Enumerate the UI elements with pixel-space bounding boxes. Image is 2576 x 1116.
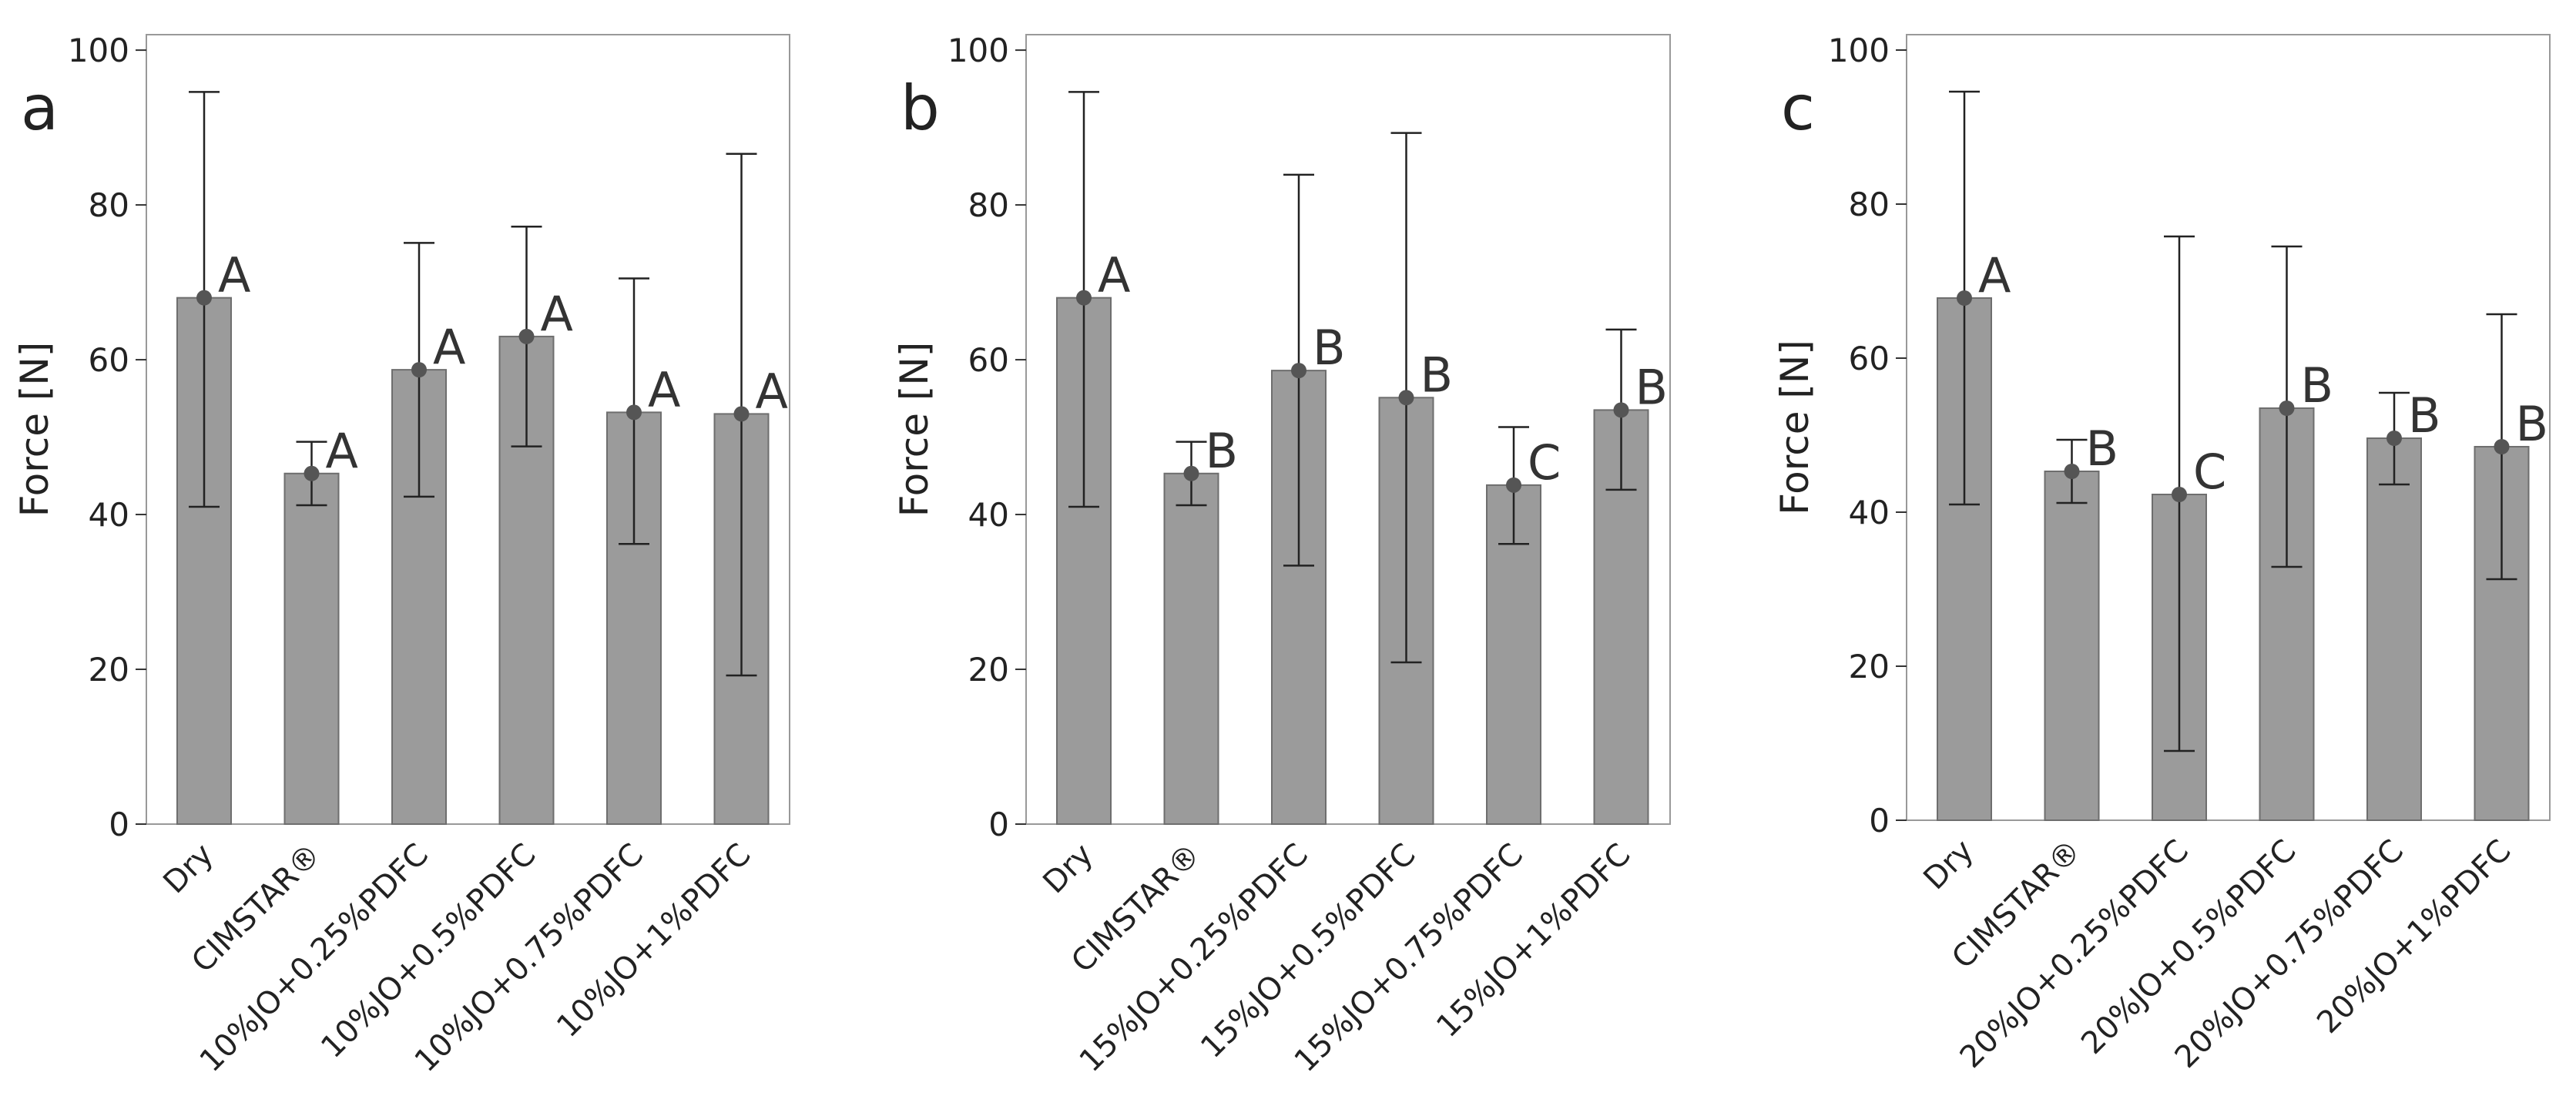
y-tick-label: 60 — [968, 341, 1009, 379]
y-tick-label: 60 — [89, 341, 129, 379]
y-tick-label: 80 — [968, 186, 1009, 224]
panel-label: c — [1781, 72, 1815, 144]
group-letter: A — [433, 319, 465, 375]
group-letter: B — [2086, 421, 2119, 477]
bar[interactable] — [2366, 437, 2422, 821]
group-letter: A — [1978, 247, 2011, 303]
mean-point[interactable] — [1076, 290, 1092, 306]
mean-point[interactable] — [626, 404, 642, 421]
mean-point[interactable] — [2279, 400, 2295, 416]
mean-point[interactable] — [411, 362, 427, 378]
y-tick-label: 40 — [1849, 494, 1890, 531]
x-tick-label: 10%JO+1%PDFC — [550, 837, 757, 1044]
group-letter: A — [218, 247, 250, 303]
group-letter: A — [648, 361, 680, 417]
y-axis-title: Force [N] — [892, 342, 937, 518]
y-tick-label: 60 — [1849, 340, 1890, 377]
x-tick-label: 15%JO+0.5%PDFC — [1194, 837, 1422, 1065]
y-tick-label: 0 — [109, 806, 129, 843]
y-axis-title: Force [N] — [1773, 340, 1817, 515]
x-tick-label: 20%JO+0.5%PDFC — [2075, 833, 2303, 1061]
mean-point[interactable] — [1291, 363, 1306, 379]
group-letter: B — [1635, 359, 1669, 415]
x-tick-label: Dry — [156, 837, 220, 901]
panel-label: b — [901, 72, 940, 144]
plot-frame — [146, 34, 790, 825]
y-tick-label: 20 — [89, 651, 129, 689]
mean-point[interactable] — [1957, 290, 1972, 306]
bar[interactable] — [2044, 471, 2100, 821]
mean-point[interactable] — [1183, 465, 1199, 481]
group-letter: B — [1313, 320, 1346, 376]
y-tick-label: 100 — [1828, 32, 1890, 69]
x-tick-label: Dry — [1036, 837, 1100, 901]
bar[interactable] — [1163, 472, 1219, 825]
group-letter: B — [1420, 347, 1454, 403]
x-tick-label: 10%JO+0.5%PDFC — [314, 837, 542, 1065]
y-tick-label: 40 — [89, 496, 129, 534]
y-tick-label: 100 — [68, 32, 129, 69]
mean-point[interactable] — [2494, 439, 2510, 454]
y-axis-title: Force [N] — [12, 342, 57, 518]
group-letter: C — [1528, 434, 1561, 491]
group-letter: B — [1206, 423, 1239, 479]
y-tick-label: 40 — [968, 496, 1009, 534]
mean-point[interactable] — [304, 465, 320, 481]
mean-point[interactable] — [733, 406, 750, 422]
plot-frame — [1025, 34, 1671, 825]
plot-frame — [1906, 34, 2551, 821]
y-tick-label: 0 — [1869, 802, 1890, 840]
group-letter: A — [756, 363, 788, 419]
y-tick-label: 0 — [988, 806, 1009, 843]
x-tick-label: 15%JO+1%PDFC — [1430, 837, 1637, 1044]
y-tick-label: 80 — [1849, 186, 1890, 223]
mean-point[interactable] — [518, 328, 535, 344]
panel-label: a — [21, 72, 59, 144]
y-tick-label: 80 — [89, 186, 129, 224]
mean-point[interactable] — [2386, 431, 2402, 446]
x-tick-label: Dry — [1917, 833, 1981, 897]
mean-point[interactable] — [1398, 390, 1414, 406]
group-letter: A — [541, 286, 573, 342]
group-letter: B — [2516, 396, 2549, 452]
group-letter: A — [1098, 247, 1130, 303]
y-tick-label: 20 — [1849, 648, 1890, 685]
x-tick-label: 20%JO+1%PDFC — [2310, 833, 2517, 1041]
mean-point[interactable] — [2064, 464, 2080, 479]
mean-point[interactable] — [1613, 402, 1629, 418]
mean-point[interactable] — [1506, 477, 1521, 493]
y-tick-label: 20 — [968, 651, 1009, 689]
mean-point[interactable] — [196, 290, 212, 306]
mean-point[interactable] — [2172, 487, 2187, 502]
group-letter: B — [2408, 387, 2441, 444]
group-letter: A — [326, 423, 358, 479]
group-letter: C — [2193, 444, 2226, 500]
y-tick-label: 100 — [948, 32, 1009, 69]
group-letter: B — [2301, 357, 2334, 414]
bar[interactable] — [283, 472, 340, 825]
